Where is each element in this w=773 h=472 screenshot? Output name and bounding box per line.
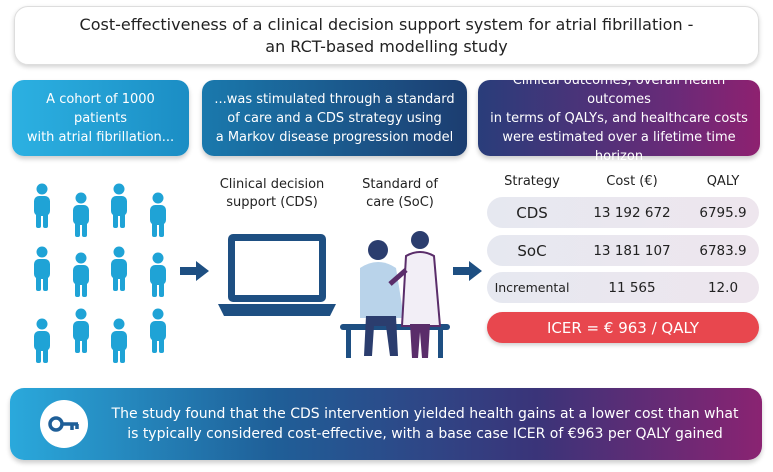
icer-badge: ICER = € 963 / QALY xyxy=(487,312,759,343)
text: ...was stimulated through a standard xyxy=(214,91,455,107)
table-row: CDS 13 192 672 6795.9 xyxy=(487,197,759,228)
title-line-1: Cost-effectiveness of a clinical decisio… xyxy=(79,14,694,34)
text: A cohort of 1000 patients xyxy=(46,91,155,126)
title-box: Cost-effectiveness of a clinical decisio… xyxy=(14,6,759,65)
key-finding-banner: The study found that the CDS interventio… xyxy=(10,388,762,460)
cell: 13 181 107 xyxy=(593,242,671,259)
key-icon xyxy=(40,400,88,448)
text: The study found that the CDS interventio… xyxy=(111,406,739,422)
cell: 6783.9 xyxy=(699,242,747,259)
soc-label: Standard of care (SoC) xyxy=(350,176,450,212)
outcomes-box: Clinical outcomes, overall health outcom… xyxy=(478,73,760,164)
cell: CDS xyxy=(516,203,548,222)
cohort-box: A cohort of 1000 patients with atrial fib… xyxy=(12,80,189,156)
text: in terms of QALYs, and healthcare costs xyxy=(490,110,748,126)
cell: SoC xyxy=(517,241,547,260)
text: a Markov disease progression model xyxy=(215,129,454,145)
patient-cohort-icons xyxy=(34,183,166,363)
person-icon xyxy=(34,183,166,363)
cds-label: Clinical decision support (CDS) xyxy=(212,176,332,212)
simulation-box: ...was stimulated through a standard of c… xyxy=(202,80,467,156)
table-row: SoC 13 181 107 6783.9 xyxy=(487,235,759,266)
arrow-right-icon xyxy=(453,261,482,281)
doctor-patient-icon xyxy=(340,231,450,358)
text: Clinical decision xyxy=(219,177,325,192)
cell: Incremental xyxy=(494,280,570,295)
arrow-right-icon xyxy=(180,261,209,281)
text: of care and a CDS strategy using xyxy=(227,110,442,126)
cell: 11 565 xyxy=(608,279,656,296)
table-row: Incremental 11 565 12.0 xyxy=(487,272,759,303)
laptop-icon xyxy=(218,234,336,316)
column-header-strategy: Strategy xyxy=(504,174,560,189)
text: Standard of xyxy=(362,177,438,192)
title-line-2: an RCT-based modelling study xyxy=(265,36,508,56)
column-header-cost: Cost (€) xyxy=(606,174,658,189)
text: support (CDS) xyxy=(226,195,318,210)
cell: 12.0 xyxy=(707,279,739,296)
text: care (SoC) xyxy=(366,195,434,210)
text: were estimated over a lifetime time hori… xyxy=(502,129,736,164)
column-header-qaly: QALY xyxy=(706,174,740,189)
cell: 13 192 672 xyxy=(593,204,671,221)
text: with atrial fibrillation... xyxy=(26,129,175,145)
text: is typically considered cost-effective, … xyxy=(127,426,723,442)
cell: 6795.9 xyxy=(699,204,747,221)
text: Clinical outcomes, overall health outcom… xyxy=(512,72,726,107)
